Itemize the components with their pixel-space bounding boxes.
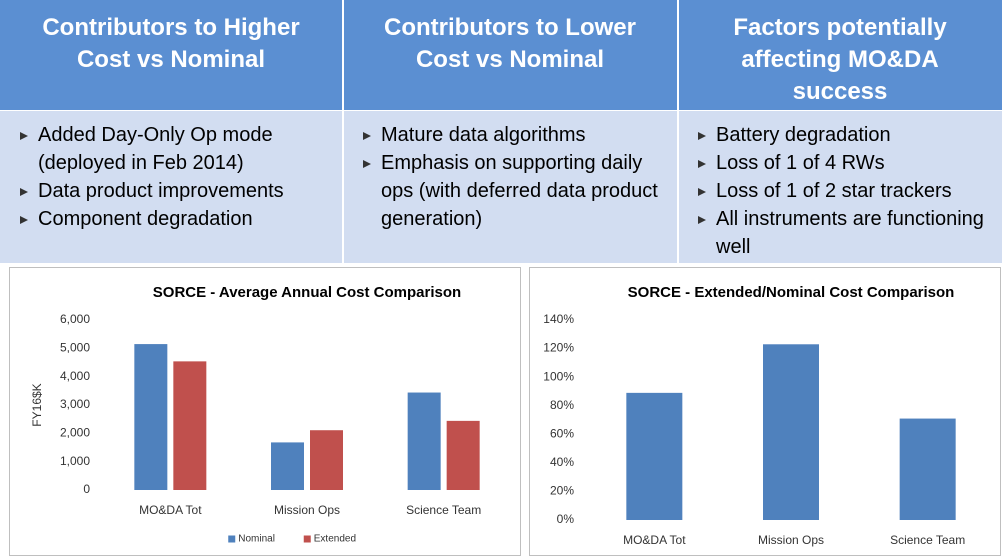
- y-tick-label: 4,000: [60, 369, 90, 383]
- bar: [310, 430, 343, 490]
- y-axis-label: FY16$K: [30, 383, 44, 426]
- body-cell: Added Day-Only Op mode (deployed in Feb …: [0, 111, 342, 263]
- bullet-item: Mature data algorithms: [357, 121, 669, 149]
- x-tick-label: MO&DA Tot: [139, 503, 202, 517]
- chart-title: SORCE - Extended/Nominal Cost Comparison: [628, 284, 955, 301]
- bar: [446, 420, 480, 490]
- bar: [271, 442, 304, 490]
- y-tick-label: 140%: [543, 312, 574, 326]
- bullet-item: Battery degradation: [692, 121, 994, 149]
- legend-label: Nominal: [238, 534, 275, 545]
- bar: [899, 418, 956, 520]
- bullet-item: Added Day-Only Op mode (deployed in Feb …: [14, 121, 334, 177]
- x-tick-label: Science Team: [406, 503, 481, 517]
- y-tick-label: 1,000: [60, 454, 90, 468]
- x-tick-label: Mission Ops: [758, 533, 824, 547]
- separator: [677, 0, 679, 263]
- header-cell: Contributors to Higher Cost vs Nominal: [0, 0, 342, 110]
- x-tick-label: MO&DA Tot: [623, 533, 686, 547]
- separator: [0, 110, 1002, 111]
- y-tick-label: 0: [83, 482, 90, 496]
- bar: [134, 344, 168, 490]
- bar: [407, 392, 441, 490]
- bullet-item: Data product improvements: [14, 177, 334, 205]
- table: Contributors to Higher Cost vs Nominal Co…: [0, 0, 1002, 263]
- legend-swatch: [228, 535, 236, 543]
- y-tick-label: 2,000: [60, 426, 90, 440]
- bar: [626, 392, 683, 520]
- x-tick-label: Science Team: [890, 533, 965, 547]
- bullet-item: Component degradation: [14, 205, 334, 233]
- body-cell: Battery degradation Loss of 1 of 4 RWs Los…: [678, 111, 1002, 263]
- y-tick-label: 100%: [543, 369, 574, 383]
- y-tick-label: 120%: [543, 341, 574, 355]
- y-tick-label: 3,000: [60, 397, 90, 411]
- bar: [763, 344, 819, 520]
- y-tick-label: 40%: [550, 455, 574, 469]
- chart-title: SORCE - Average Annual Cost Comparison: [153, 284, 461, 301]
- y-tick-label: 80%: [550, 398, 574, 412]
- chart: SORCE - Average Annual Cost Comparison FY…: [9, 267, 521, 556]
- header-cell: Contributors to Lower Cost vs Nominal: [343, 0, 677, 110]
- bullet-item: Emphasis on supporting daily ops (with d…: [357, 149, 669, 233]
- bar: [173, 361, 207, 490]
- bullet-item: Loss of 1 of 4 RWs: [692, 149, 994, 177]
- y-tick-label: 20%: [550, 484, 574, 498]
- legend-swatch: [303, 535, 311, 543]
- y-tick-label: 6,000: [60, 312, 90, 326]
- separator: [342, 0, 344, 263]
- bullet-item: Loss of 1 of 2 star trackers: [692, 177, 994, 205]
- body-cell: Mature data algorithms Emphasis on suppor…: [343, 111, 677, 263]
- y-tick-label: 5,000: [60, 341, 90, 355]
- x-tick-label: Mission Ops: [274, 503, 340, 517]
- y-tick-label: 0%: [557, 512, 575, 526]
- bullet-item: All instruments are functioning well: [692, 205, 994, 261]
- header-cell: Factors potentially affecting MO&DA succ…: [678, 0, 1002, 110]
- chart: SORCE - Extended/Nominal Cost Comparison…: [529, 267, 1001, 556]
- y-tick-label: 60%: [550, 426, 574, 440]
- legend-label: Extended: [314, 534, 356, 545]
